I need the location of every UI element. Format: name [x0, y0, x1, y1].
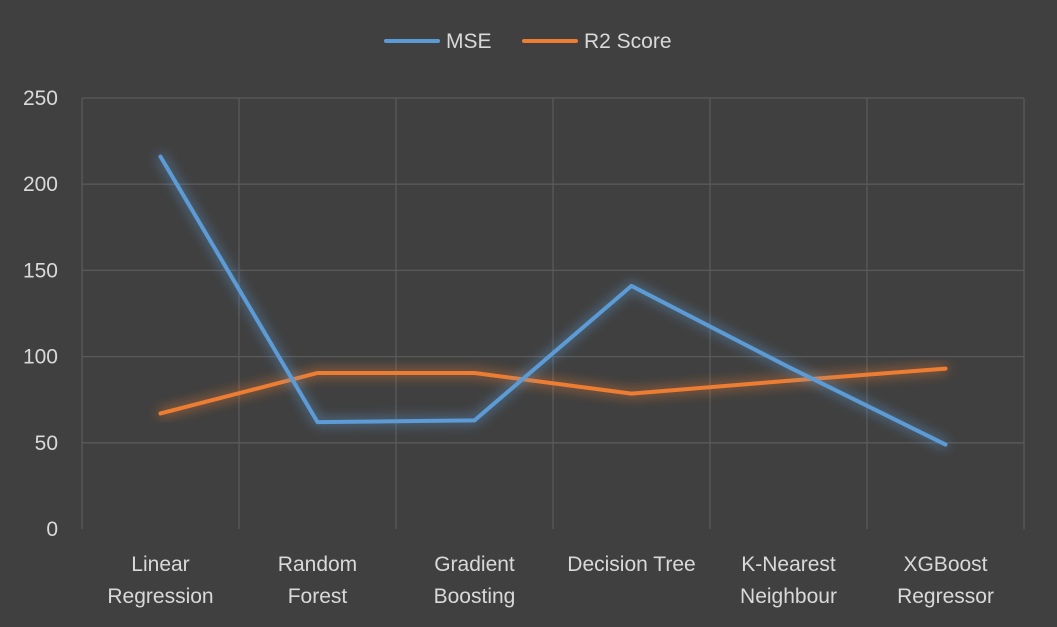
x-tick-label: Random Forest: [278, 553, 357, 608]
legend-label: R2 Score: [584, 30, 672, 53]
chart-legend: MSE R2 Score: [384, 30, 672, 53]
legend-item-mse: MSE: [384, 30, 492, 53]
legend-label: MSE: [446, 30, 492, 53]
series-line-mse: [158, 154, 948, 447]
x-tick-label: K-Nearest Neighbour: [740, 553, 837, 608]
x-tick-label: Linear Regression: [107, 553, 213, 608]
y-tick-label: 100: [23, 346, 58, 369]
y-tick-label: 0: [46, 518, 58, 541]
x-tick-label: XGBoost Regressor: [897, 553, 994, 608]
legend-item-r2-score: R2 Score: [522, 30, 672, 53]
series-layer: [158, 154, 948, 447]
y-tick-label: 200: [23, 173, 58, 196]
y-axis: 0 50 100 150 200 250: [23, 87, 58, 541]
y-tick-label: 150: [23, 259, 58, 282]
chart-gridlines: [81, 97, 1025, 529]
x-tick-label: Gradient Boosting: [434, 553, 516, 608]
y-tick-label: 50: [35, 432, 58, 455]
y-tick-label: 250: [23, 87, 58, 110]
x-axis: Linear Regression Random Forest Gradient Boos…: [107, 553, 994, 608]
x-tick-label: Decision Tree: [567, 553, 695, 576]
